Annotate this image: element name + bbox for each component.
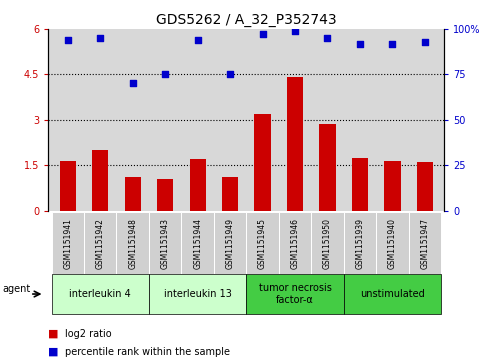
Bar [384,160,400,211]
Text: GSM1151946: GSM1151946 [291,218,299,269]
Point [161,72,169,77]
Text: unstimulated: unstimulated [360,289,425,299]
Text: GSM1151941: GSM1151941 [63,218,72,269]
Point [64,37,71,43]
Point [356,41,364,46]
Bar [417,162,433,211]
Point [129,81,137,86]
Bar [60,160,76,211]
Text: log2 ratio: log2 ratio [65,329,112,339]
Text: GSM1151945: GSM1151945 [258,218,267,269]
Text: GSM1151947: GSM1151947 [420,218,429,269]
Point [324,35,331,41]
Text: GSM1151940: GSM1151940 [388,218,397,269]
Text: tumor necrosis
factor-α: tumor necrosis factor-α [258,283,331,305]
Text: interleukin 4: interleukin 4 [70,289,131,299]
Text: agent: agent [2,284,30,294]
Text: GSM1151950: GSM1151950 [323,218,332,269]
Point [194,37,201,43]
Point [388,41,396,46]
Title: GDS5262 / A_32_P352743: GDS5262 / A_32_P352743 [156,13,337,26]
Bar [189,159,206,211]
Point [97,35,104,41]
Point [421,39,429,45]
Text: ■: ■ [48,347,59,357]
Text: GSM1151948: GSM1151948 [128,218,137,269]
Point [259,32,267,37]
Text: GSM1151949: GSM1151949 [226,218,235,269]
Text: GSM1151943: GSM1151943 [161,218,170,269]
Bar [92,150,108,211]
Text: percentile rank within the sample: percentile rank within the sample [65,347,230,357]
Bar [352,158,368,211]
Bar [222,177,238,211]
Bar [157,179,173,211]
Text: interleukin 13: interleukin 13 [164,289,231,299]
Point [291,28,299,34]
Bar [125,177,141,211]
Bar [319,124,336,211]
Bar [287,77,303,211]
Text: GSM1151942: GSM1151942 [96,218,105,269]
Text: ■: ■ [48,329,59,339]
Bar [255,114,270,211]
Text: GSM1151944: GSM1151944 [193,218,202,269]
Point [226,72,234,77]
Text: GSM1151939: GSM1151939 [355,218,365,269]
